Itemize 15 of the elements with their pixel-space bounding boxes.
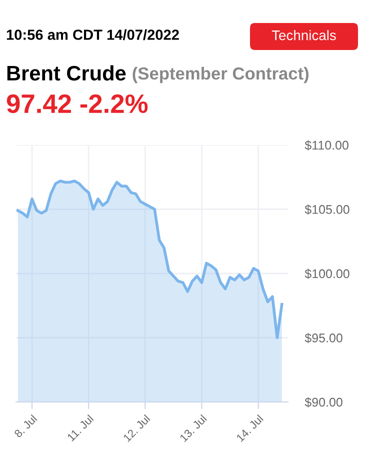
text: 97.42 -2.2%: [6, 94, 148, 114]
chart-subtitle: (September Contract): [132, 66, 309, 84]
y-tick-label: $90.00: [304, 397, 342, 408]
x-tick-label: 11. Jul: [66, 414, 94, 442]
chart-title: Brent Crude: [7, 65, 126, 81]
text: Technicals: [272, 30, 336, 40]
y-tick-label: $100.00: [304, 268, 350, 279]
y-tick-label: $110.00: [304, 140, 348, 150]
y-tick-label: $105.00: [304, 204, 350, 215]
x-tick-label: 13. Jul: [179, 414, 207, 442]
x-tick-label: 8. Jul: [14, 414, 38, 438]
text: 10:56 am CDT 14/07/2022: [6, 29, 179, 40]
x-tick-label: 12. Jul: [122, 414, 150, 442]
y-tick-label: $95.00: [304, 333, 342, 344]
x-tick-label: 14. Jul: [236, 414, 264, 442]
